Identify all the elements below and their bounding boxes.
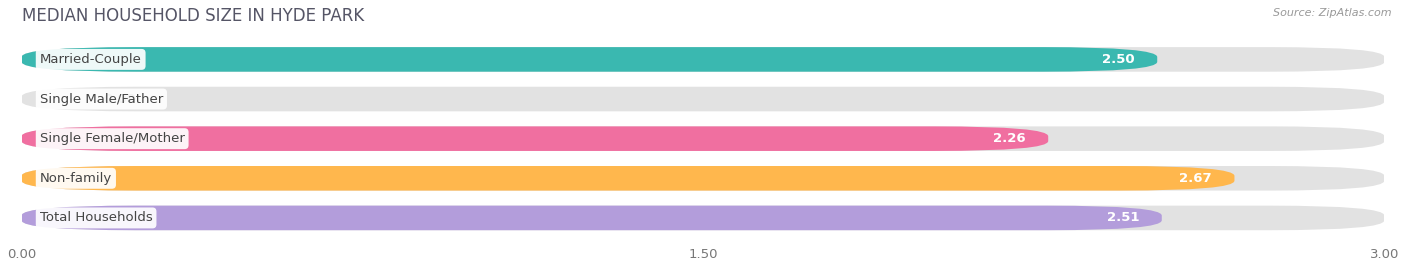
Text: 2.51: 2.51 bbox=[1107, 211, 1139, 224]
Text: Non-family: Non-family bbox=[39, 172, 112, 185]
Text: Single Male/Father: Single Male/Father bbox=[39, 92, 163, 106]
FancyBboxPatch shape bbox=[21, 206, 1161, 230]
Text: 2.50: 2.50 bbox=[1102, 53, 1135, 66]
Text: Single Female/Mother: Single Female/Mother bbox=[39, 132, 184, 145]
Text: 2.67: 2.67 bbox=[1180, 172, 1212, 185]
FancyBboxPatch shape bbox=[21, 47, 1385, 72]
FancyBboxPatch shape bbox=[21, 87, 1385, 111]
Text: Source: ZipAtlas.com: Source: ZipAtlas.com bbox=[1274, 8, 1392, 18]
Text: Married-Couple: Married-Couple bbox=[39, 53, 142, 66]
FancyBboxPatch shape bbox=[21, 126, 1385, 151]
FancyBboxPatch shape bbox=[21, 166, 1234, 191]
FancyBboxPatch shape bbox=[21, 166, 1385, 191]
FancyBboxPatch shape bbox=[21, 206, 1385, 230]
Text: MEDIAN HOUSEHOLD SIZE IN HYDE PARK: MEDIAN HOUSEHOLD SIZE IN HYDE PARK bbox=[21, 7, 364, 25]
FancyBboxPatch shape bbox=[21, 47, 1157, 72]
FancyBboxPatch shape bbox=[21, 126, 1049, 151]
Text: Total Households: Total Households bbox=[39, 211, 152, 224]
Text: 2.26: 2.26 bbox=[993, 132, 1025, 145]
Text: 0.00: 0.00 bbox=[103, 92, 136, 106]
